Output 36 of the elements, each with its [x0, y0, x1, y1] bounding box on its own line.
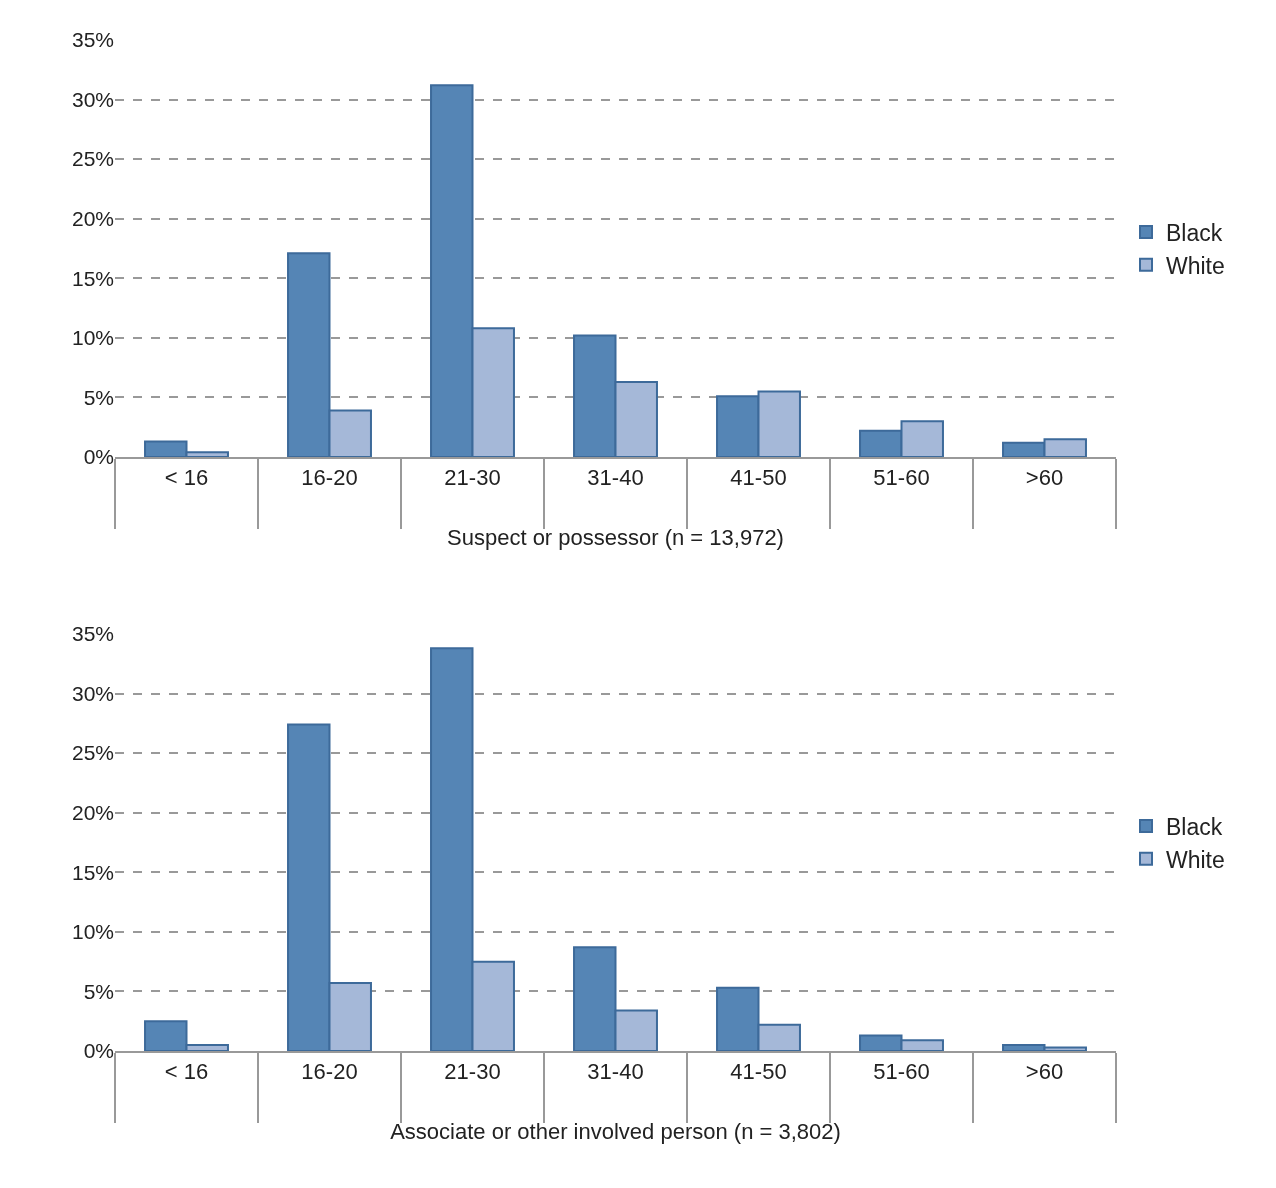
- x-axis-title: Suspect or possessor (n = 13,972): [447, 524, 784, 550]
- legend-label: Black: [1166, 813, 1223, 840]
- x-tick-label: 21-30: [444, 465, 501, 491]
- x-tick-label: 21-30: [444, 1059, 501, 1085]
- y-tick-label: 35%: [71, 622, 114, 646]
- y-tick-label: 15%: [71, 266, 114, 290]
- legend-label: White: [1166, 846, 1225, 873]
- x-tick-label: >60: [1025, 1059, 1064, 1085]
- x-tick-label: 41-50: [730, 465, 787, 491]
- y-tick-label: 0%: [83, 1039, 114, 1063]
- x-tick-label: < 16: [164, 465, 209, 491]
- y-tick-label: 5%: [83, 385, 114, 409]
- y-tick-label: 20%: [71, 801, 114, 825]
- y-tick-label: 10%: [71, 920, 114, 944]
- x-tick-label: 16-20: [301, 465, 358, 491]
- y-tick-label: 25%: [71, 147, 114, 171]
- x-axis-title: Associate or other involved person (n = 3,802): [390, 1118, 841, 1144]
- x-tick-label: 31-40: [587, 465, 644, 491]
- y-tick-label: 30%: [71, 87, 114, 111]
- x-tick-label: < 16: [164, 1059, 209, 1085]
- x-tick-label: 31-40: [587, 1059, 644, 1085]
- y-tick-label: 5%: [83, 979, 114, 1003]
- legend-label: White: [1166, 252, 1225, 279]
- y-tick-label: 15%: [71, 860, 114, 884]
- x-tick-label: >60: [1025, 465, 1064, 491]
- x-tick-label: 16-20: [301, 1059, 358, 1085]
- y-tick-label: 0%: [83, 445, 114, 469]
- y-tick-label: 30%: [71, 681, 114, 705]
- y-tick-label: 20%: [71, 207, 114, 231]
- x-tick-label: 51-60: [873, 465, 930, 491]
- x-tick-label: 51-60: [873, 1059, 930, 1085]
- y-tick-label: 10%: [71, 326, 114, 350]
- x-tick-label: 41-50: [730, 1059, 787, 1085]
- y-tick-label: 35%: [71, 28, 114, 52]
- y-tick-label: 25%: [71, 741, 114, 765]
- legend-label: Black: [1166, 219, 1223, 246]
